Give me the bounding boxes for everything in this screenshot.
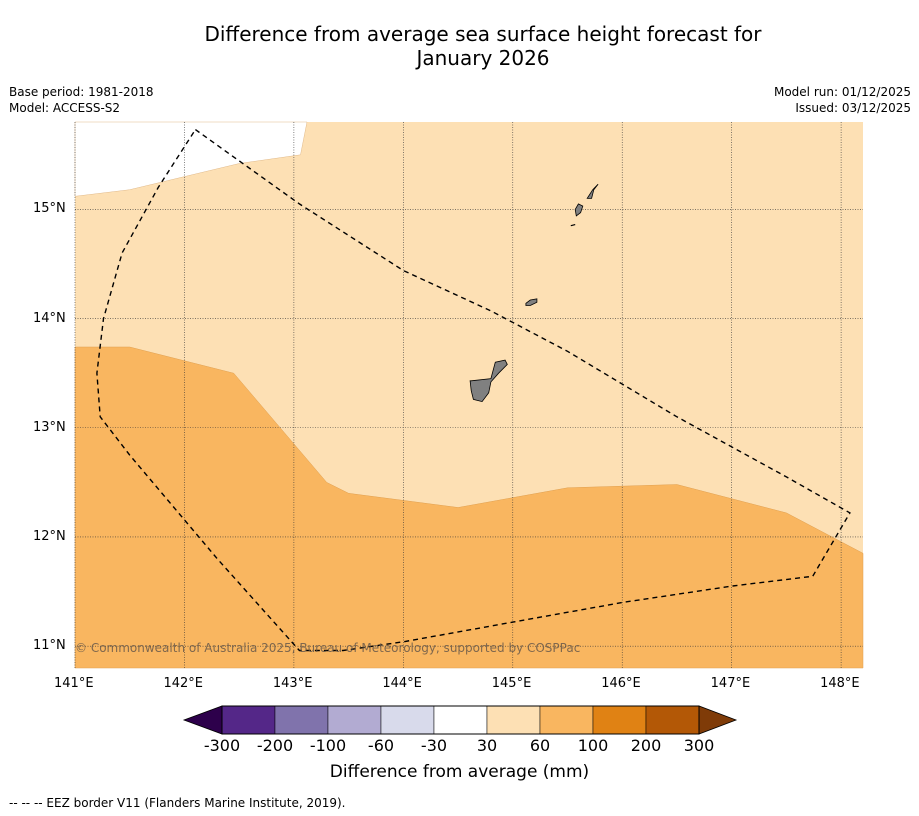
colorbar-bin xyxy=(539,705,594,735)
eez-border xyxy=(96,129,851,652)
lat-tick-label: 11°N xyxy=(33,638,66,654)
lon-tick-label: 148°E xyxy=(820,676,860,691)
base-period: Base period: 1981-2018 xyxy=(9,85,154,99)
colorbar-bin xyxy=(380,705,435,735)
colorbar-tick-label: -60 xyxy=(367,736,395,755)
island-saipan xyxy=(586,183,599,199)
chart-title: Difference from average sea surface heig… xyxy=(0,22,919,70)
colorbar-bin xyxy=(486,705,541,735)
colorbar-arrow-low xyxy=(182,705,223,735)
colorbar-tick-label: 200 xyxy=(630,736,662,755)
colorbar-tick-label: 30 xyxy=(476,736,498,755)
colorbar-tick-label: -300 xyxy=(203,736,241,755)
lat-tick-label: 13°N xyxy=(33,419,66,435)
colorbar-bin xyxy=(327,705,382,735)
colorbar-tick-label: -30 xyxy=(420,736,448,755)
title-line-2: January 2026 xyxy=(416,46,550,70)
colorbar-label: Difference from average (mm) xyxy=(329,762,590,782)
lon-tick-label: 145°E xyxy=(491,676,532,691)
copyright-text: © Commonwealth of Australia 2025, Bureau… xyxy=(75,641,581,655)
model-run: Model run: 01/12/2025 xyxy=(773,85,911,99)
lon-tick-label: 143°E xyxy=(272,676,313,691)
colorbar-tick-label: 300 xyxy=(683,736,715,755)
issued-date: Issued: 03/12/2025 xyxy=(795,101,911,115)
map-layers xyxy=(74,121,864,669)
island-rota xyxy=(525,298,538,306)
island-aguijan xyxy=(570,224,576,227)
lon-tick-label: 147°E xyxy=(710,676,751,691)
colorbar-tick-label: 60 xyxy=(529,736,551,755)
colorbar-frame xyxy=(221,705,700,735)
colorbar-tick-labels: -300 -200 -100 -60 -30 30 60 100 200 300 xyxy=(0,736,919,756)
colorbar-bin xyxy=(645,705,700,735)
colorbar-bin xyxy=(592,705,647,735)
colorbar-bin xyxy=(433,705,488,735)
lon-tick-label: 144°E xyxy=(382,676,422,691)
colorbar-tick-label: 100 xyxy=(577,736,609,755)
lat-tick-label: 12°N xyxy=(33,528,66,544)
lat-tick-label: 15°N xyxy=(33,201,66,217)
meta-right: Model run: 01/12/2025 Issued: 03/12/2025 xyxy=(774,84,911,116)
island-guam xyxy=(469,359,508,403)
colorbar-bin xyxy=(274,705,329,735)
lon-tick-label: 141°E xyxy=(54,676,94,691)
colorbar xyxy=(182,705,738,735)
lat-tick-label: 14°N xyxy=(33,310,66,326)
model-name: Model: ACCESS-S2 xyxy=(9,101,121,115)
title-line-1: Difference from average sea surface heig… xyxy=(204,22,762,46)
zone-neutral xyxy=(74,121,308,197)
zone-60-100 xyxy=(74,346,864,669)
island-tinian xyxy=(574,203,584,217)
lon-tick-label: 142°E xyxy=(163,676,203,691)
colorbar-tick-label: -200 xyxy=(256,736,294,755)
eez-footnote: -- -- -- EEZ border V11 (Flanders Marine… xyxy=(9,796,346,810)
colorbar-bin xyxy=(221,705,276,735)
lon-tick-label: 146°E xyxy=(601,676,641,691)
colorbar-tick-label: -100 xyxy=(309,736,347,755)
colorbar-arrow-high xyxy=(698,705,738,735)
meta-left: Base period: 1981-2018 Model: ACCESS-S2 xyxy=(9,84,154,116)
